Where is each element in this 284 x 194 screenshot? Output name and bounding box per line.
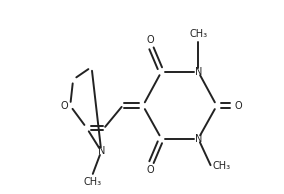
Text: O: O xyxy=(147,35,154,45)
Text: CH₃: CH₃ xyxy=(83,177,102,187)
Text: O: O xyxy=(147,165,154,176)
Text: CH₃: CH₃ xyxy=(189,29,207,39)
Text: O: O xyxy=(234,101,242,111)
Text: N: N xyxy=(195,67,202,77)
Text: N: N xyxy=(98,146,105,156)
Text: N: N xyxy=(195,134,202,144)
Text: O: O xyxy=(61,101,68,111)
Text: CH₃: CH₃ xyxy=(212,161,231,171)
